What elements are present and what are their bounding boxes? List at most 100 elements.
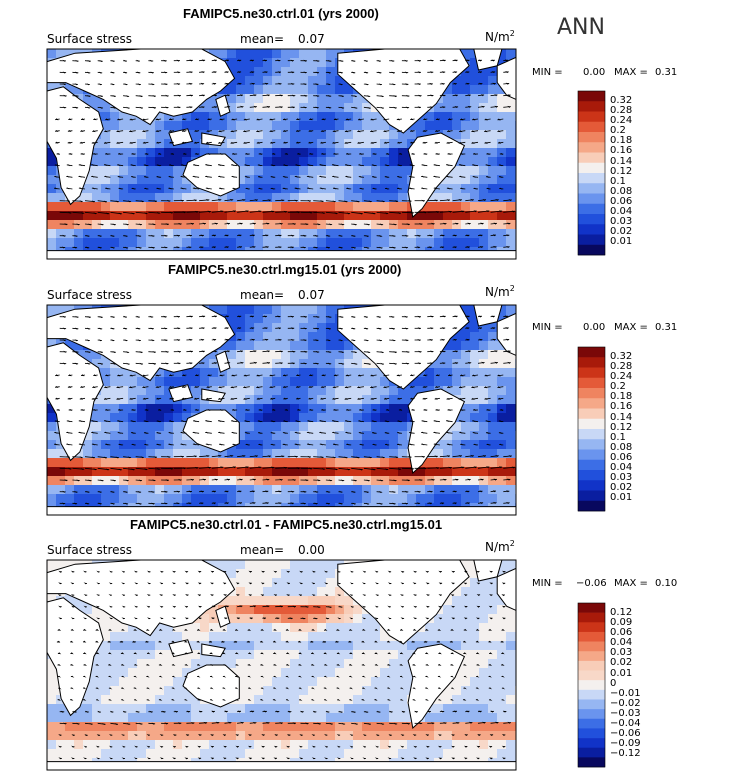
- heatmap-cell: [209, 220, 219, 230]
- heatmap-cell: [128, 175, 138, 185]
- heatmap-cell: [362, 386, 372, 396]
- heatmap-cell: [281, 58, 291, 68]
- vector-head: [357, 141, 361, 144]
- heatmap-cell: [461, 166, 471, 176]
- vector-head: [372, 176, 376, 178]
- vector-head: [429, 71, 434, 74]
- heatmap-cell: [470, 485, 480, 495]
- vector-head: [434, 141, 438, 144]
- heatmap-cell: [281, 238, 291, 248]
- heatmap-cell: [164, 175, 174, 185]
- vector-head: [257, 420, 262, 423]
- heatmap-cell: [128, 157, 138, 167]
- heatmap-cell: [362, 175, 372, 185]
- vector-head: [292, 222, 296, 225]
- vector-head: [214, 478, 218, 481]
- vector-head: [256, 386, 260, 389]
- panel-1-variable: Surface stress: [47, 32, 133, 46]
- heatmap-cell: [443, 220, 453, 230]
- heatmap-cell: [479, 238, 489, 248]
- vector-head: [435, 467, 440, 469]
- vector-head: [507, 94, 511, 97]
- heatmap-cell: [353, 413, 363, 423]
- vector-head: [511, 466, 515, 469]
- heatmap-cell: [236, 386, 246, 396]
- heatmap-cell: [101, 413, 111, 423]
- vector-head: [218, 141, 222, 144]
- heatmap-cell: [506, 184, 516, 194]
- heatmap-cell: [128, 193, 138, 203]
- heatmap-cell: [479, 440, 489, 450]
- vector-head: [404, 71, 409, 74]
- vector-head: [421, 187, 425, 190]
- heatmap-cell: [299, 440, 309, 450]
- heatmap-cell: [308, 94, 318, 104]
- heatmap-cell: [110, 175, 120, 185]
- vector-head: [340, 362, 345, 365]
- heatmap-cell: [254, 58, 264, 68]
- heatmap-cell: [506, 238, 516, 248]
- heatmap-cell: [83, 350, 93, 360]
- heatmap-cell: [236, 166, 246, 176]
- vector-head: [165, 479, 169, 482]
- vector-head: [270, 187, 275, 190]
- season-label: ANN: [557, 15, 605, 40]
- vector-head: [278, 234, 282, 237]
- heatmap-cell: [326, 121, 336, 131]
- colorbar-swatch: [578, 111, 605, 123]
- heatmap-cell: [506, 193, 516, 203]
- heatmap-cell: [362, 166, 372, 176]
- heatmap-cell: [497, 58, 507, 68]
- heatmap-cell: [290, 67, 300, 77]
- vector-head: [245, 409, 249, 411]
- vector-head: [352, 315, 356, 318]
- vector-head: [315, 350, 320, 353]
- heatmap-cell: [488, 377, 498, 387]
- colorbar-swatch: [578, 101, 605, 112]
- heatmap-cell: [290, 85, 300, 95]
- heatmap-cell: [497, 368, 507, 378]
- heatmap-cell: [497, 139, 507, 149]
- vector-head: [213, 350, 217, 353]
- heatmap-cell: [263, 139, 273, 149]
- heatmap-cell: [470, 139, 480, 149]
- vector-head: [460, 187, 464, 190]
- heatmap-cell: [128, 377, 138, 387]
- vector-head: [446, 455, 450, 458]
- vector-head: [144, 212, 148, 215]
- heatmap-cell: [443, 350, 453, 360]
- vector-head: [352, 246, 356, 249]
- vector-head: [225, 71, 229, 74]
- vector-head: [356, 200, 360, 203]
- vector-head: [245, 466, 249, 469]
- vector-head: [264, 327, 268, 330]
- vector-head: [245, 443, 249, 446]
- colorbar-swatch: [578, 132, 605, 143]
- vector-head: [178, 478, 182, 481]
- vector-head: [182, 118, 186, 121]
- heatmap-cell: [380, 404, 390, 414]
- vector-head: [315, 339, 319, 342]
- vector-head: [411, 409, 415, 411]
- heatmap-cell: [164, 458, 174, 468]
- vector-head: [194, 386, 198, 388]
- heatmap-cell: [479, 431, 489, 441]
- vector-head: [63, 94, 67, 97]
- heatmap-cell: [236, 94, 246, 104]
- vector-head: [433, 443, 438, 446]
- heatmap-cell: [299, 449, 309, 459]
- heatmap-cell: [272, 449, 282, 459]
- vector-head: [465, 327, 470, 330]
- vector-head: [85, 246, 90, 249]
- heatmap-cell: [326, 467, 336, 477]
- heatmap-cell: [155, 211, 165, 221]
- heatmap-cell: [290, 422, 300, 432]
- heatmap-cell: [56, 184, 66, 194]
- heatmap-cell: [119, 458, 129, 468]
- vector-head: [169, 118, 173, 121]
- heatmap-cell: [506, 467, 516, 477]
- vector-head: [74, 327, 79, 330]
- vector-head: [397, 443, 401, 446]
- vector-head: [180, 187, 184, 190]
- vector-head: [152, 479, 156, 482]
